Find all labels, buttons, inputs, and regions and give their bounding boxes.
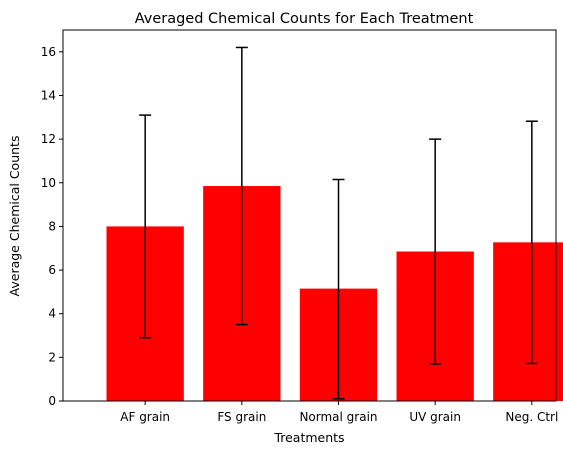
y-tick-label: 14 bbox=[41, 88, 56, 102]
x-axis-label: Treatments bbox=[273, 430, 344, 445]
y-tick-label: 6 bbox=[48, 263, 56, 277]
y-tick-label: 4 bbox=[48, 307, 56, 321]
y-tick-label: 12 bbox=[41, 132, 56, 146]
error-bars-group bbox=[139, 46, 538, 400]
x-tick-label: AF grain bbox=[120, 410, 170, 424]
plot-frame bbox=[62, 29, 557, 402]
y-tick-label: 10 bbox=[41, 176, 56, 190]
bars-group bbox=[106, 186, 563, 401]
bar bbox=[493, 242, 563, 401]
y-axis-label: Average Chemical Counts bbox=[7, 136, 22, 297]
y-tick-label: 0 bbox=[48, 394, 56, 408]
x-tick-label: FS grain bbox=[217, 410, 266, 424]
x-tick-label: UV grain bbox=[409, 410, 461, 424]
x-tick-label: Neg. Ctrl bbox=[505, 410, 558, 424]
y-tick-label: 2 bbox=[48, 350, 56, 364]
y-tick-label: 16 bbox=[41, 45, 56, 59]
chart-title: Averaged Chemical Counts for Each Treatm… bbox=[135, 11, 474, 27]
x-tick-label: Normal grain bbox=[299, 410, 377, 424]
x-axis: AF grain FS grain Normal grain UV grain Neg.… bbox=[120, 401, 558, 424]
y-axis: 0 2 4 6 8 10 12 14 16 bbox=[41, 45, 63, 408]
y-tick-label: 8 bbox=[48, 219, 56, 233]
